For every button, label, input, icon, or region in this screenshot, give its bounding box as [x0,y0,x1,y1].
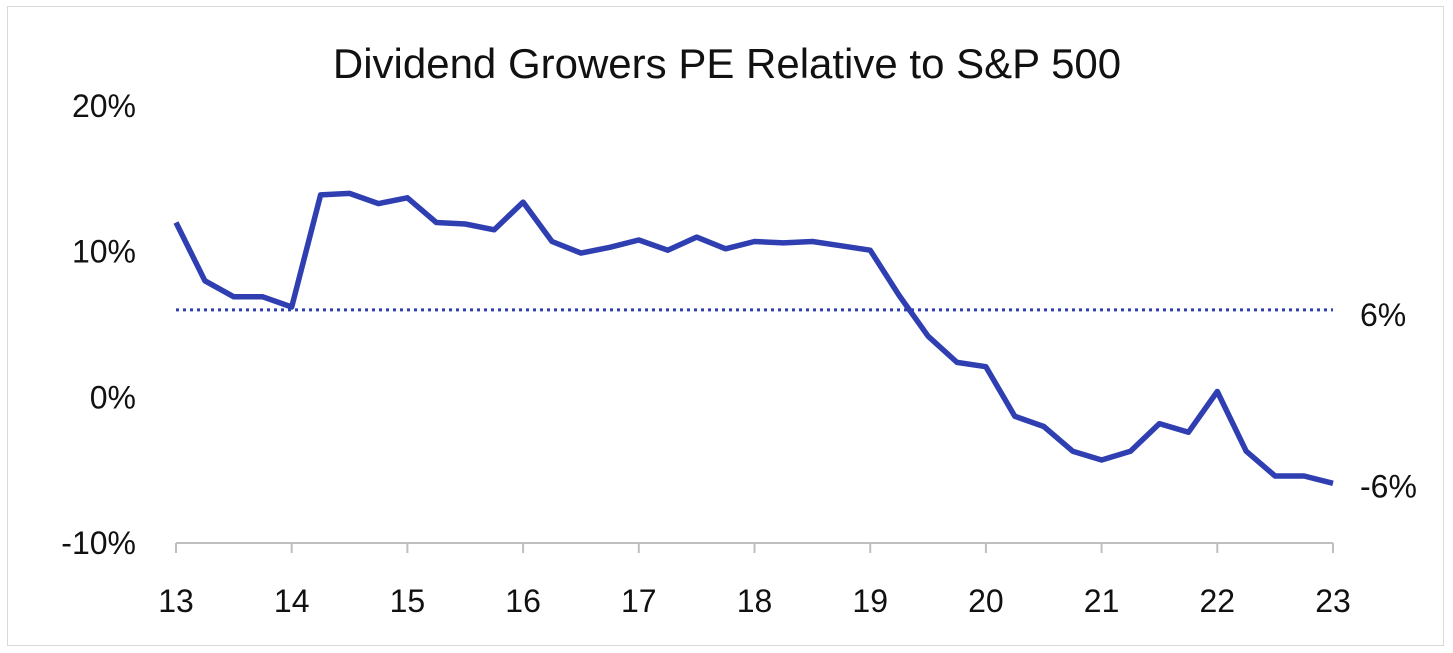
x-tick-label: 23 [1315,583,1351,619]
end-labels: 6% -6% [1360,297,1417,504]
x-axis: 13 14 15 16 17 18 19 20 21 22 23 [158,542,1351,619]
y-tick-label: 20% [72,88,136,124]
x-tick-label: 14 [274,583,310,619]
x-tick-label: 22 [1200,583,1236,619]
x-tick-label: 16 [505,583,541,619]
x-tick-label: 13 [158,583,194,619]
chart-frame [7,6,1444,646]
chart-title: Dividend Growers PE Relative to S&P 500 [333,40,1121,87]
y-tick-label: 10% [72,234,136,270]
x-tick-label: 21 [1084,583,1120,619]
y-axis-tick-labels: 20% 10% 0% -10% [61,88,136,561]
x-tick-label: 19 [852,583,888,619]
y-tick-label: 0% [90,379,136,415]
x-tick-label: 20 [968,583,1004,619]
series-end-label: -6% [1360,468,1417,504]
series-group [173,190,1334,486]
x-tick-label: 15 [390,583,426,619]
x-tick-label: 18 [737,583,773,619]
y-tick-label: -10% [61,525,136,561]
x-tick-label: 17 [621,583,657,619]
reference-line-label: 6% [1360,297,1406,333]
series-line [173,190,1334,486]
